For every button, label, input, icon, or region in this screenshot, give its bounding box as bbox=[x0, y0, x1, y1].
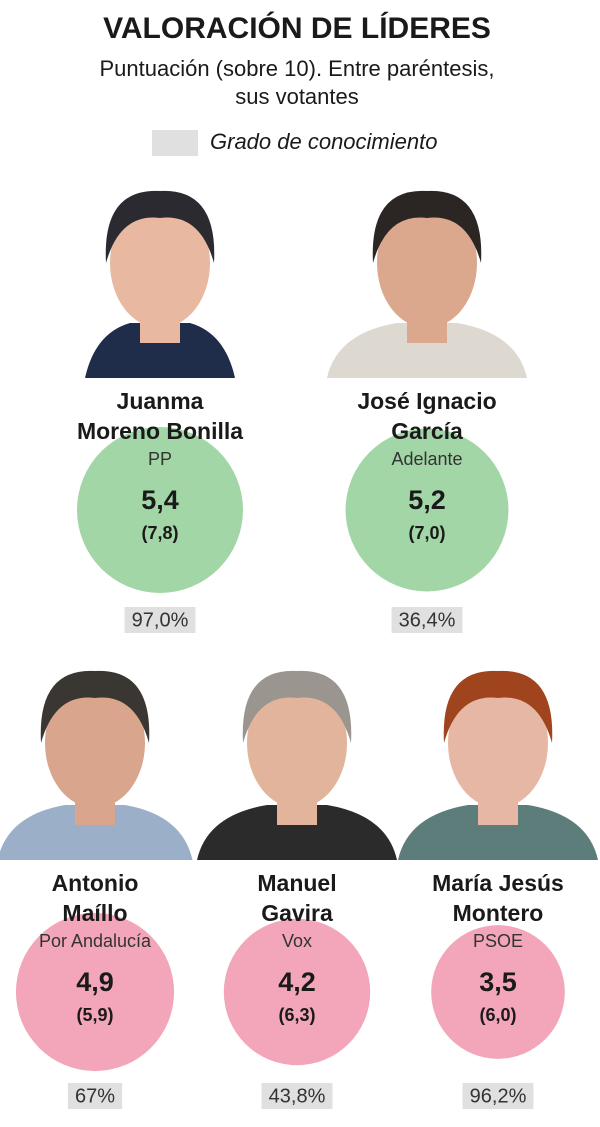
photo-part bbox=[197, 805, 397, 860]
title: VALORACIÓN DE LÍDERES bbox=[103, 11, 491, 45]
photo bbox=[0, 670, 193, 860]
party: PP bbox=[148, 449, 172, 469]
subtitle: Puntuación (sobre 10). Entre paréntesis, bbox=[99, 56, 494, 81]
photo-part bbox=[40, 670, 150, 743]
photo-part bbox=[448, 678, 548, 808]
party: PSOE bbox=[473, 931, 523, 951]
photo-part bbox=[327, 323, 527, 378]
knowledge-box bbox=[124, 607, 196, 633]
score-circle bbox=[223, 918, 371, 1066]
subtitle: sus votantes bbox=[235, 84, 359, 109]
score: 3,5 bbox=[479, 967, 517, 997]
knowledge-box bbox=[261, 1083, 333, 1109]
leader-name: García bbox=[391, 418, 463, 444]
knowledge: 96,2% bbox=[470, 1085, 527, 1107]
leader-name: Maíllo bbox=[62, 900, 127, 926]
knowledge: 67% bbox=[75, 1085, 115, 1107]
knowledge: 36,4% bbox=[399, 609, 456, 631]
score: 4,2 bbox=[278, 967, 316, 997]
score-circle bbox=[15, 912, 175, 1072]
voters-score: (6,0) bbox=[479, 1005, 516, 1025]
leader-name: Montero bbox=[453, 900, 544, 926]
voters-score: (6,3) bbox=[278, 1005, 315, 1025]
knowledge-box bbox=[67, 1083, 123, 1109]
photo-part bbox=[372, 190, 482, 263]
photo-part bbox=[443, 670, 553, 743]
leader-name: José Ignacio bbox=[357, 388, 496, 414]
party: Por Andalucía bbox=[39, 931, 152, 951]
leader-name: Gavira bbox=[261, 900, 333, 926]
photo bbox=[197, 670, 397, 860]
photo-part bbox=[85, 323, 235, 378]
voters-score: (5,9) bbox=[76, 1005, 113, 1025]
knowledge-box bbox=[391, 607, 463, 633]
photo-part bbox=[377, 198, 477, 328]
leader-name: Manuel bbox=[257, 870, 336, 896]
party: Adelante bbox=[391, 449, 462, 469]
score-circle bbox=[77, 427, 243, 593]
score: 4,9 bbox=[76, 967, 114, 997]
party: Vox bbox=[282, 931, 312, 951]
photo bbox=[327, 190, 527, 378]
photo-part bbox=[45, 678, 145, 808]
photo-part bbox=[110, 198, 210, 328]
photo-part bbox=[105, 190, 215, 263]
score: 5,2 bbox=[408, 485, 446, 515]
legend-label: Grado de conocimiento bbox=[210, 129, 437, 154]
leader-name: Moreno Bonilla bbox=[77, 418, 243, 444]
voters-score: (7,0) bbox=[408, 523, 445, 543]
legend-swatch bbox=[152, 130, 198, 156]
score-circle bbox=[345, 428, 509, 592]
score-circle bbox=[431, 925, 565, 1059]
leader-name: María Jesús bbox=[432, 870, 564, 896]
photo-part bbox=[242, 670, 352, 743]
knowledge: 97,0% bbox=[132, 609, 189, 631]
leader-name: Antonio bbox=[52, 870, 139, 896]
photo-part bbox=[247, 678, 347, 808]
knowledge: 43,8% bbox=[269, 1085, 326, 1107]
photo bbox=[85, 190, 235, 378]
score: 5,4 bbox=[141, 485, 179, 515]
knowledge-box bbox=[462, 1083, 534, 1109]
photo-part bbox=[398, 805, 598, 860]
photo-part bbox=[0, 805, 193, 860]
leader-name: Juanma bbox=[117, 388, 204, 414]
photo bbox=[398, 670, 598, 860]
voters-score: (7,8) bbox=[141, 523, 178, 543]
